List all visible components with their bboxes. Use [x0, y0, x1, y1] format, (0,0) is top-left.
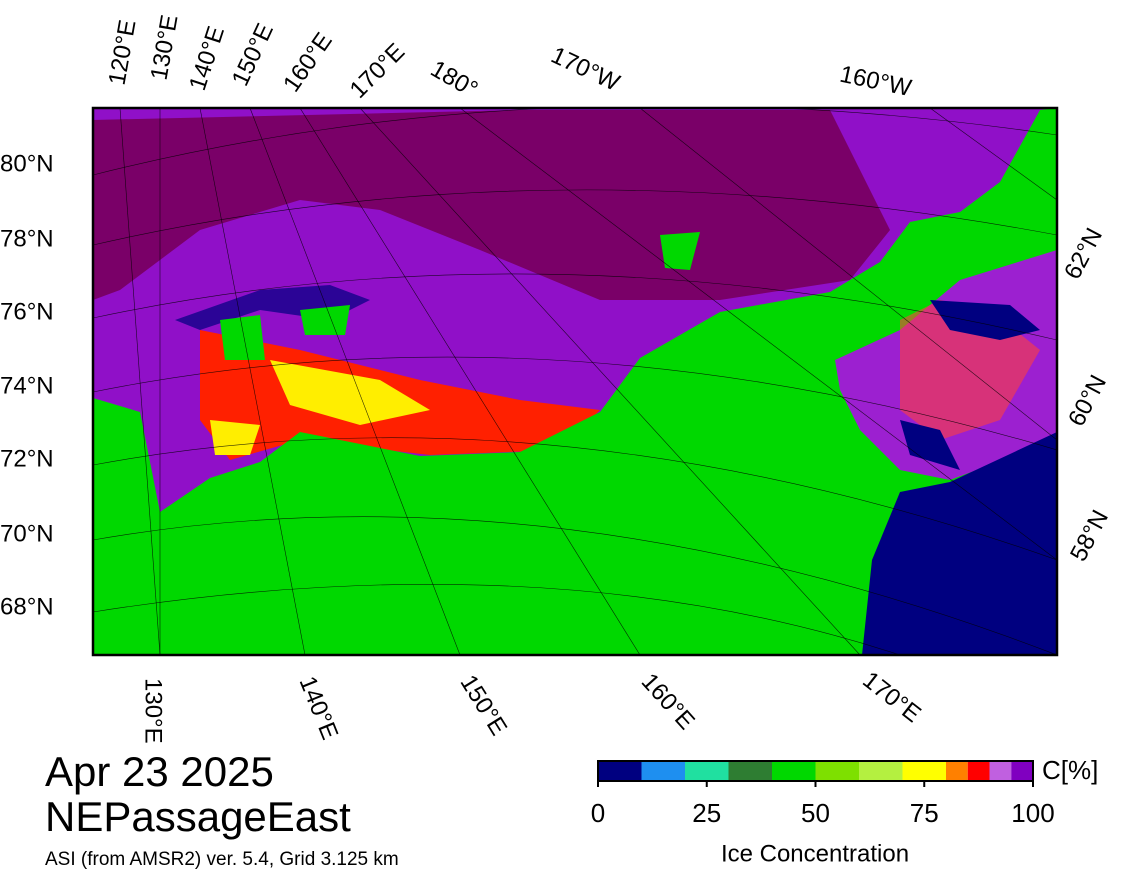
colorbar-segment — [772, 761, 816, 781]
lon-label: 170°W — [547, 42, 624, 97]
lon-label: 150°E — [227, 19, 279, 90]
lat-label: 58°N — [1065, 506, 1114, 566]
lat-label: 68°N — [0, 593, 54, 620]
colorbar-segment — [1011, 761, 1033, 781]
lat-label: 60°N — [1063, 371, 1112, 431]
colorbar-segment — [946, 761, 968, 781]
lon-labels-bottom: 130°E 140°E 150°E 160°E 170°E — [140, 666, 926, 743]
lat-label: 62°N — [1059, 224, 1108, 284]
lon-label: 180° — [426, 55, 482, 103]
date: Apr 23 2025 — [45, 748, 274, 795]
lon-label: 130°E — [140, 678, 167, 744]
lat-label: 76°N — [0, 298, 54, 325]
lat-labels-left: 80°N 78°N 76°N 74°N 72°N 70°N 68°N — [0, 150, 54, 620]
colorbar-segment — [685, 761, 729, 781]
colorbar-segment — [728, 761, 772, 781]
lon-label: 150°E — [455, 670, 513, 740]
lat-label: 70°N — [0, 520, 54, 547]
lon-label: 160°E — [278, 28, 338, 97]
colorbar-tick-label: 75 — [910, 798, 939, 828]
colorbar-segment — [598, 761, 642, 781]
lon-label: 140°E — [184, 23, 230, 94]
colorbar-segment — [989, 761, 1012, 781]
source: ASI (from AMSR2) ver. 5.4, Grid 3.125 km — [45, 849, 399, 870]
open-water — [900, 300, 1040, 470]
region: NEPassageEast — [45, 793, 351, 840]
island — [220, 232, 700, 360]
land — [93, 108, 1057, 655]
lat-label: 78°N — [0, 225, 54, 252]
lon-label: 170°E — [345, 38, 411, 104]
lon-label: 130°E — [146, 13, 184, 82]
colorbar: C[%] Ice Concentration 0 25 50 75 100 — [591, 755, 1099, 867]
lon-label: 140°E — [294, 673, 344, 744]
colorbar-segment — [967, 761, 990, 781]
low-ice — [210, 360, 430, 455]
lon-label: 160°E — [636, 668, 700, 735]
colorbar-tick-label: 0 — [591, 798, 605, 828]
colorbar-label: Ice Concentration — [721, 840, 909, 867]
colorbar-tick-label: 100 — [1011, 798, 1054, 828]
lon-label: 120°E — [104, 18, 142, 87]
graticule — [93, 108, 1057, 655]
colorbar-tick-label: 50 — [801, 798, 830, 828]
lat-labels-right: 62°N 60°N 58°N — [1059, 224, 1114, 566]
lon-label: 170°E — [857, 666, 925, 728]
open-water — [862, 432, 1057, 655]
lat-label: 74°N — [0, 372, 54, 399]
colorbar-segment — [902, 761, 946, 781]
colorbar-tick-label: 25 — [692, 798, 721, 828]
lat-label: 72°N — [0, 445, 54, 472]
map-frame — [91, 106, 1059, 657]
colorbar-unit: C[%] — [1042, 755, 1098, 785]
lat-label: 80°N — [0, 150, 54, 177]
map — [93, 108, 1057, 655]
colorbar-segment — [859, 761, 903, 781]
lon-label: 160°W — [837, 61, 914, 103]
lon-labels-top: 120°E 130°E 140°E 150°E 160°E 170°E 180°… — [104, 13, 915, 104]
colorbar-segment — [641, 761, 685, 781]
colorbar-segment — [815, 761, 859, 781]
